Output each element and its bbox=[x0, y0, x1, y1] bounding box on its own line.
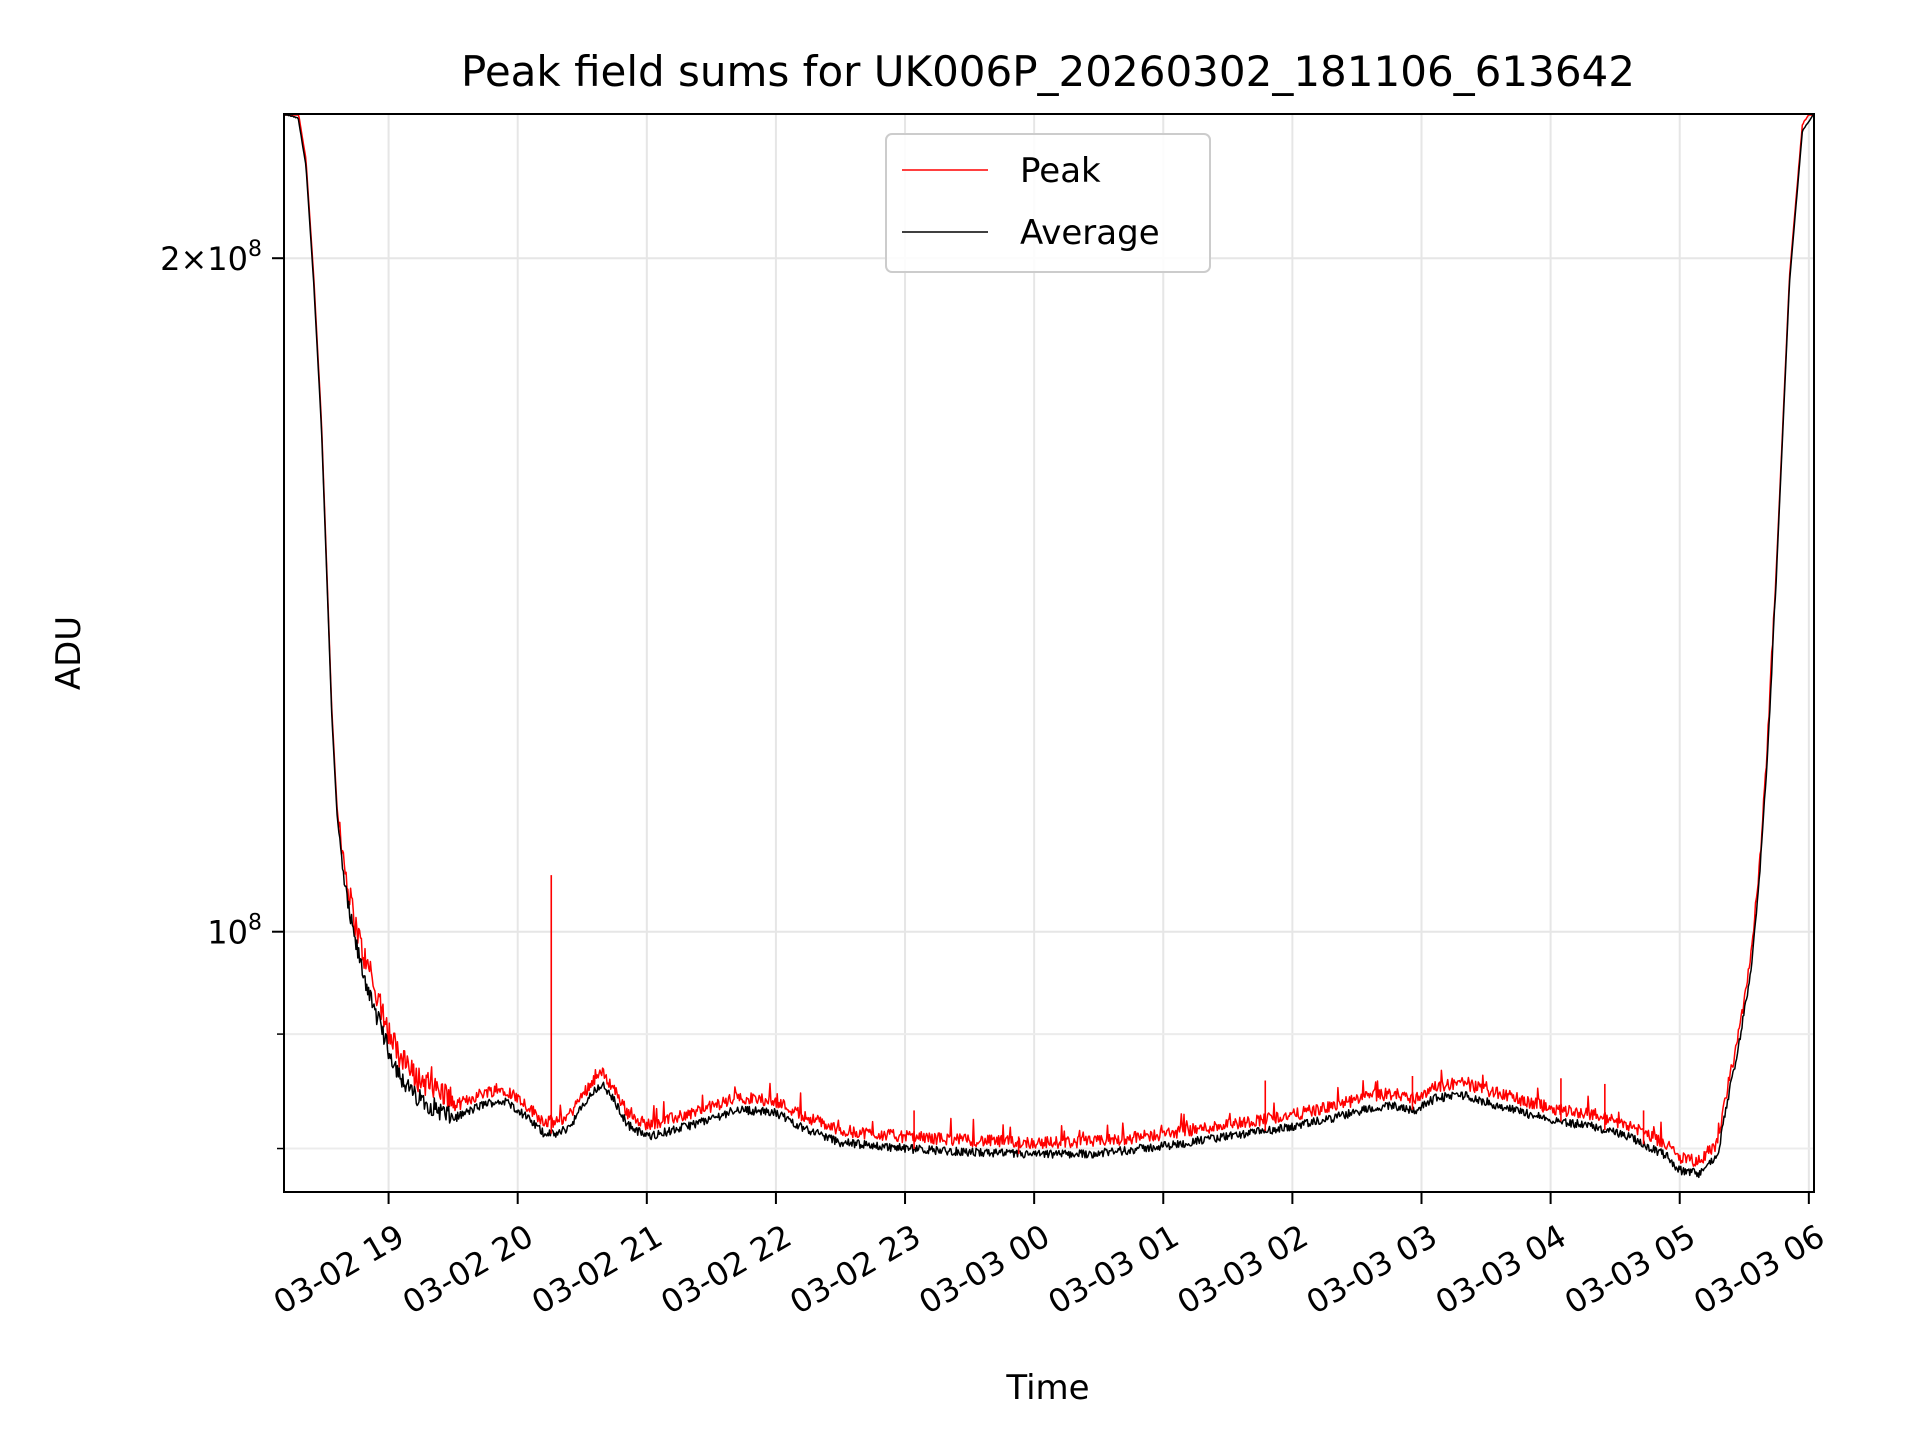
legend: Peak Average bbox=[885, 133, 1211, 273]
legend-box bbox=[885, 133, 1211, 273]
plot-series bbox=[284, 114, 1815, 1179]
chart-title: Peak field sums for UK006P_20260302_1811… bbox=[461, 47, 1635, 96]
y-tick-label: 108 bbox=[207, 911, 262, 952]
y-tick-base: 10 bbox=[207, 914, 248, 952]
y-tick-exponent: 8 bbox=[248, 911, 262, 936]
legend-average-label: Average bbox=[1020, 213, 1160, 253]
y-tick-label: 2×108 bbox=[160, 237, 262, 278]
axes-frame bbox=[283, 113, 1815, 1193]
y-tick-exponent: 8 bbox=[248, 237, 262, 262]
x-axis-label: Time bbox=[1005, 1368, 1089, 1408]
y-axis-label: ADU bbox=[49, 616, 89, 690]
legend-peak-label: Peak bbox=[1020, 151, 1101, 191]
average-series-line bbox=[284, 114, 1815, 1179]
peak-series-line bbox=[284, 114, 1814, 1167]
y-tick-base: 10 bbox=[207, 240, 248, 278]
y-tick-mantissa: 2× bbox=[160, 240, 207, 278]
grid-lines bbox=[284, 114, 1814, 1192]
